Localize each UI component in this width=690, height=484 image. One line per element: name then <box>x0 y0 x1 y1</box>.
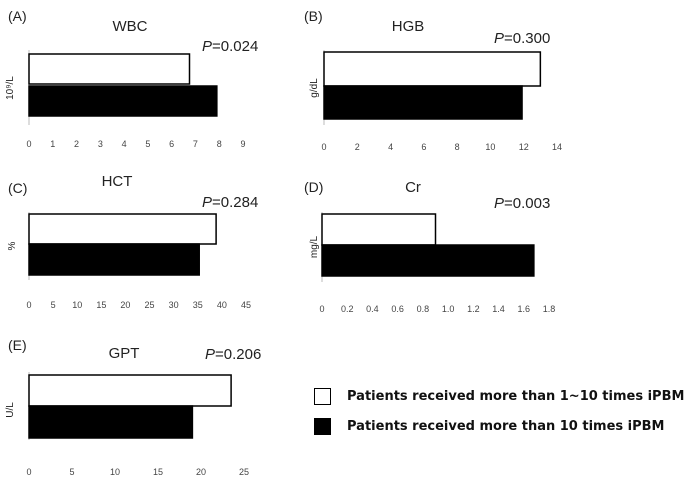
tick-label-hct-9: 45 <box>241 300 251 310</box>
bar-hct-white <box>28 213 217 245</box>
tick-label-cr-5: 1.0 <box>442 304 455 314</box>
bar-wbc-white <box>28 53 191 85</box>
tick-label-cr-6: 1.2 <box>467 304 480 314</box>
tick-label-cr-8: 1.6 <box>518 304 531 314</box>
legend-label-1-10-times: Patients received more than 1~10 times i… <box>347 389 685 404</box>
tick-label-wbc-1: 1 <box>50 139 55 149</box>
bar-cr-white <box>321 213 437 246</box>
tick-label-wbc-7: 7 <box>193 139 198 149</box>
panel-label-hgb: (B) <box>304 8 323 24</box>
tick-label-wbc-9: 9 <box>240 139 245 149</box>
tick-label-hct-6: 30 <box>169 300 179 310</box>
panel-label-gpt: (E) <box>8 337 27 353</box>
tick-label-hct-8: 40 <box>217 300 227 310</box>
tick-label-gpt-1: 5 <box>69 467 74 477</box>
tick-label-hgb-7: 14 <box>552 142 562 152</box>
tick-label-gpt-3: 15 <box>153 467 163 477</box>
legend-item-over-10-times: Patients received more than 10 times iPB… <box>314 418 665 435</box>
tick-label-hgb-6: 12 <box>519 142 529 152</box>
tick-label-wbc-5: 5 <box>145 139 150 149</box>
panel-title-hct: HCT <box>102 173 133 190</box>
bar-gpt-black <box>28 405 194 439</box>
tick-label-gpt-5: 25 <box>239 467 249 477</box>
bar-wbc-black <box>28 85 218 117</box>
tick-label-cr-0: 0 <box>319 304 324 314</box>
panel-title-gpt: GPT <box>109 345 140 362</box>
bar-hgb-black <box>323 85 523 120</box>
tick-label-wbc-8: 8 <box>217 139 222 149</box>
panel-label-wbc: (A) <box>8 8 27 24</box>
tick-label-gpt-0: 0 <box>26 467 31 477</box>
legend-label-over-10-times: Patients received more than 10 times iPB… <box>347 419 665 434</box>
tick-label-gpt-4: 20 <box>196 467 206 477</box>
y-axis-label-cr: mg/L <box>309 235 320 258</box>
bar-hct-black <box>28 243 200 276</box>
y-axis-label-hct: % <box>7 241 18 250</box>
tick-label-cr-7: 1.4 <box>492 304 505 314</box>
tick-label-wbc-4: 4 <box>122 139 127 149</box>
tick-label-hgb-5: 10 <box>485 142 495 152</box>
legend-swatch-white <box>314 388 331 405</box>
tick-label-gpt-2: 10 <box>110 467 120 477</box>
tick-label-hct-3: 15 <box>96 300 106 310</box>
tick-label-wbc-2: 2 <box>74 139 79 149</box>
p-value-wbc: P=0.024 <box>202 38 258 55</box>
panel-title-cr: Cr <box>405 179 421 196</box>
tick-label-hct-0: 0 <box>26 300 31 310</box>
tick-label-cr-3: 0.6 <box>391 304 404 314</box>
tick-label-hct-5: 25 <box>145 300 155 310</box>
tick-label-hct-4: 20 <box>120 300 130 310</box>
y-axis-label-hgb: g/dL <box>309 78 320 98</box>
tick-label-cr-1: 0.2 <box>341 304 354 314</box>
panel-title-wbc: WBC <box>113 18 148 35</box>
bar-cr-black <box>321 244 535 277</box>
tick-label-wbc-0: 0 <box>26 139 31 149</box>
tick-label-cr-4: 0.8 <box>417 304 430 314</box>
tick-label-wbc-3: 3 <box>98 139 103 149</box>
panel-label-cr: (D) <box>304 179 323 195</box>
legend-swatch-black <box>314 418 331 435</box>
tick-label-hgb-4: 8 <box>455 142 460 152</box>
p-value-hgb: P=0.300 <box>494 30 550 47</box>
panel-title-hgb: HGB <box>392 18 425 35</box>
p-value-hct: P=0.284 <box>202 194 258 211</box>
p-value-gpt: P=0.206 <box>205 346 261 363</box>
tick-label-hgb-0: 0 <box>321 142 326 152</box>
tick-label-cr-9: 1.8 <box>543 304 556 314</box>
panel-label-hct: (C) <box>8 180 27 196</box>
tick-label-cr-2: 0.4 <box>366 304 379 314</box>
tick-label-hgb-2: 4 <box>388 142 393 152</box>
legend-item-1-10-times: Patients received more than 1~10 times i… <box>314 388 684 405</box>
tick-label-hgb-1: 2 <box>355 142 360 152</box>
tick-label-wbc-6: 6 <box>169 139 174 149</box>
bar-hgb-white <box>323 51 542 87</box>
bar-gpt-white <box>28 374 232 407</box>
tick-label-hgb-3: 6 <box>421 142 426 152</box>
tick-label-hct-2: 10 <box>72 300 82 310</box>
y-axis-label-gpt: U/L <box>5 402 16 418</box>
tick-label-hct-7: 35 <box>193 300 203 310</box>
p-value-cr: P=0.003 <box>494 195 550 212</box>
tick-label-hct-1: 5 <box>51 300 56 310</box>
y-axis-label-wbc: 10⁹/L <box>5 76 16 100</box>
